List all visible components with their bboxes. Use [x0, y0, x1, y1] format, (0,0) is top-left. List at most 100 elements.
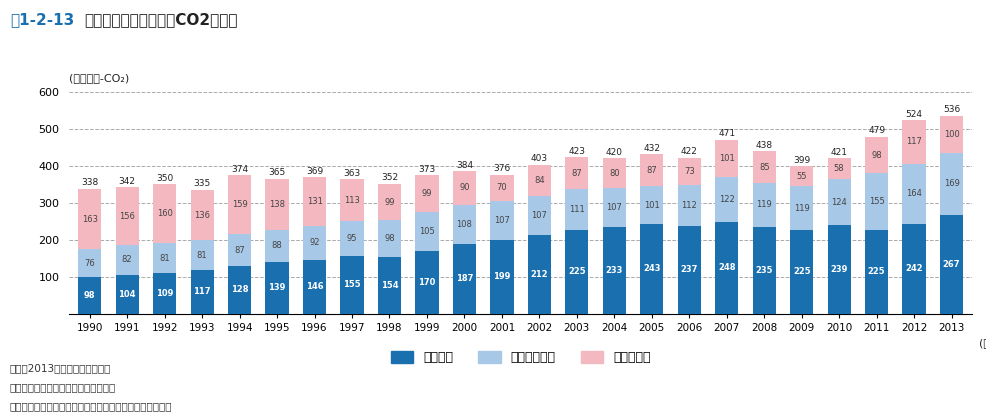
- Text: 82: 82: [121, 255, 132, 265]
- Bar: [490, 240, 513, 314]
- Bar: [153, 184, 176, 243]
- Text: 99: 99: [384, 198, 394, 206]
- Bar: [303, 260, 325, 314]
- Text: 136: 136: [194, 211, 210, 220]
- Text: 237: 237: [680, 265, 697, 274]
- Text: 233: 233: [605, 266, 622, 275]
- Text: 95: 95: [346, 234, 357, 243]
- Bar: [528, 196, 550, 235]
- Text: 350: 350: [156, 174, 174, 183]
- Text: 432: 432: [643, 143, 660, 153]
- Text: 235: 235: [754, 265, 772, 275]
- Bar: [789, 230, 812, 314]
- Text: 138: 138: [269, 200, 285, 209]
- Text: 422: 422: [680, 147, 697, 156]
- Bar: [453, 245, 475, 314]
- Bar: [864, 230, 887, 314]
- Text: ２：事業用発電、自家発電を対象。: ２：事業用発電、自家発電を対象。: [10, 382, 116, 393]
- Text: 164: 164: [905, 189, 921, 199]
- Text: 384: 384: [456, 161, 472, 170]
- Bar: [340, 256, 363, 314]
- Text: 99: 99: [421, 189, 432, 198]
- Text: 117: 117: [193, 288, 211, 296]
- Text: 199: 199: [493, 272, 510, 281]
- Bar: [752, 151, 775, 183]
- Text: 212: 212: [530, 270, 547, 279]
- Bar: [715, 177, 738, 222]
- Text: 239: 239: [829, 265, 847, 274]
- Bar: [715, 222, 738, 314]
- Bar: [265, 262, 288, 314]
- Bar: [340, 179, 363, 221]
- Bar: [640, 224, 663, 314]
- Text: 399: 399: [793, 155, 810, 165]
- Bar: [602, 227, 625, 314]
- Text: 70: 70: [496, 183, 507, 192]
- Bar: [378, 257, 400, 314]
- Text: 225: 225: [867, 268, 884, 276]
- Text: 90: 90: [458, 184, 469, 192]
- Text: 104: 104: [118, 290, 136, 299]
- Text: 342: 342: [118, 177, 135, 186]
- Bar: [115, 275, 139, 314]
- Bar: [78, 277, 102, 314]
- Text: (百万トン-CO₂): (百万トン-CO₂): [69, 73, 129, 83]
- Bar: [415, 176, 438, 212]
- Text: 338: 338: [81, 178, 99, 187]
- Text: 169: 169: [943, 179, 958, 188]
- Bar: [789, 186, 812, 230]
- Text: 80: 80: [608, 169, 619, 178]
- Text: 119: 119: [793, 204, 809, 213]
- Bar: [826, 158, 850, 179]
- Text: 423: 423: [568, 147, 585, 156]
- Text: 420: 420: [605, 148, 622, 157]
- Bar: [78, 249, 102, 277]
- Bar: [453, 171, 475, 204]
- Bar: [340, 221, 363, 256]
- Bar: [640, 186, 663, 224]
- Bar: [602, 158, 625, 188]
- Text: 471: 471: [718, 129, 735, 138]
- Text: 58: 58: [833, 164, 844, 173]
- Text: 352: 352: [381, 173, 397, 182]
- Legend: 石炭火力, 天然ガス火力, 石油火力等: 石炭火力, 天然ガス火力, 石油火力等: [386, 346, 655, 369]
- Text: 374: 374: [231, 165, 247, 174]
- Text: 242: 242: [904, 264, 922, 273]
- Bar: [190, 190, 214, 240]
- Text: 421: 421: [830, 148, 847, 157]
- Text: 107: 107: [605, 203, 621, 212]
- Text: 81: 81: [196, 251, 207, 260]
- Text: 536: 536: [942, 105, 959, 114]
- Bar: [826, 179, 850, 225]
- Text: 111: 111: [568, 205, 584, 214]
- Text: 187: 187: [456, 275, 472, 283]
- Bar: [565, 230, 588, 314]
- Text: 438: 438: [755, 141, 772, 150]
- Text: 131: 131: [307, 197, 322, 206]
- Bar: [228, 234, 251, 266]
- Bar: [303, 226, 325, 260]
- Text: 87: 87: [234, 246, 245, 255]
- Text: 注１：2013年度の値は速報値。: 注１：2013年度の値は速報値。: [10, 364, 111, 374]
- Text: 160: 160: [157, 209, 173, 218]
- Text: 267: 267: [942, 260, 959, 269]
- Text: 524: 524: [905, 110, 922, 119]
- Bar: [939, 116, 962, 153]
- Text: 図1-2-13: 図1-2-13: [10, 13, 74, 28]
- Text: 146: 146: [306, 282, 323, 291]
- Text: 98: 98: [871, 150, 881, 160]
- Text: (年度): (年度): [978, 339, 986, 349]
- Bar: [153, 273, 176, 314]
- Text: 163: 163: [82, 215, 98, 224]
- Text: 363: 363: [343, 169, 360, 178]
- Bar: [677, 226, 700, 314]
- Bar: [490, 201, 513, 240]
- Bar: [115, 187, 139, 245]
- Text: 124: 124: [830, 198, 846, 207]
- Text: 479: 479: [868, 126, 884, 135]
- Bar: [826, 225, 850, 314]
- Text: 73: 73: [683, 167, 694, 176]
- Bar: [378, 220, 400, 257]
- Text: 156: 156: [119, 212, 135, 221]
- Bar: [565, 189, 588, 230]
